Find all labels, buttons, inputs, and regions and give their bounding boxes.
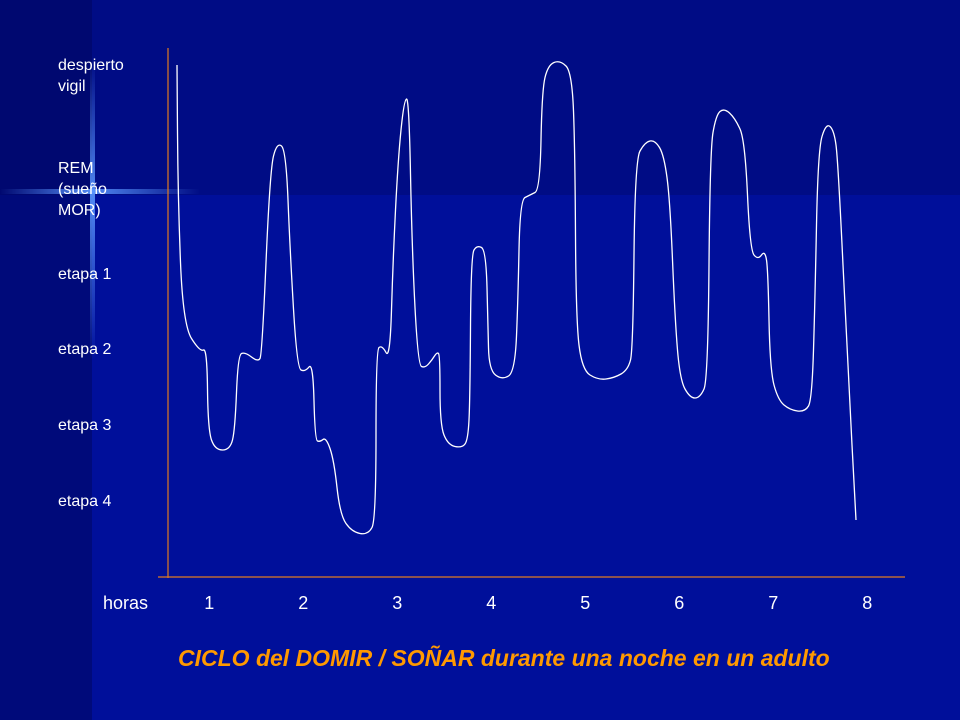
y-label-5: etapa 4 (58, 493, 112, 510)
background-top-left (0, 0, 92, 195)
x-tick-7: 7 (768, 593, 779, 613)
y-label-1: REM (sueño MOR) (58, 160, 107, 219)
y-label-0: despierto vigil (58, 57, 124, 95)
decorative-glow-vertical (90, 60, 95, 360)
x-tick-8: 8 (862, 593, 873, 613)
sleep-stage-line (176, 61, 857, 535)
x-tick-2: 2 (298, 593, 309, 613)
y-label-3: etapa 2 (58, 341, 112, 358)
background-top-band (92, 0, 960, 195)
x-tick-1: 1 (204, 593, 215, 613)
chart-caption: CICLO del DOMIR / SOÑAR durante una noch… (178, 645, 830, 671)
x-tick-5: 5 (580, 593, 591, 613)
x-tick-6: 6 (674, 593, 685, 613)
y-label-2: etapa 1 (58, 266, 112, 283)
y-label-4: etapa 3 (58, 417, 112, 434)
decorative-glow-horizontal (0, 189, 200, 194)
x-tick-4: 4 (486, 593, 497, 613)
x-tick-3: 3 (392, 593, 403, 613)
x-axis-title: horas (103, 593, 149, 613)
